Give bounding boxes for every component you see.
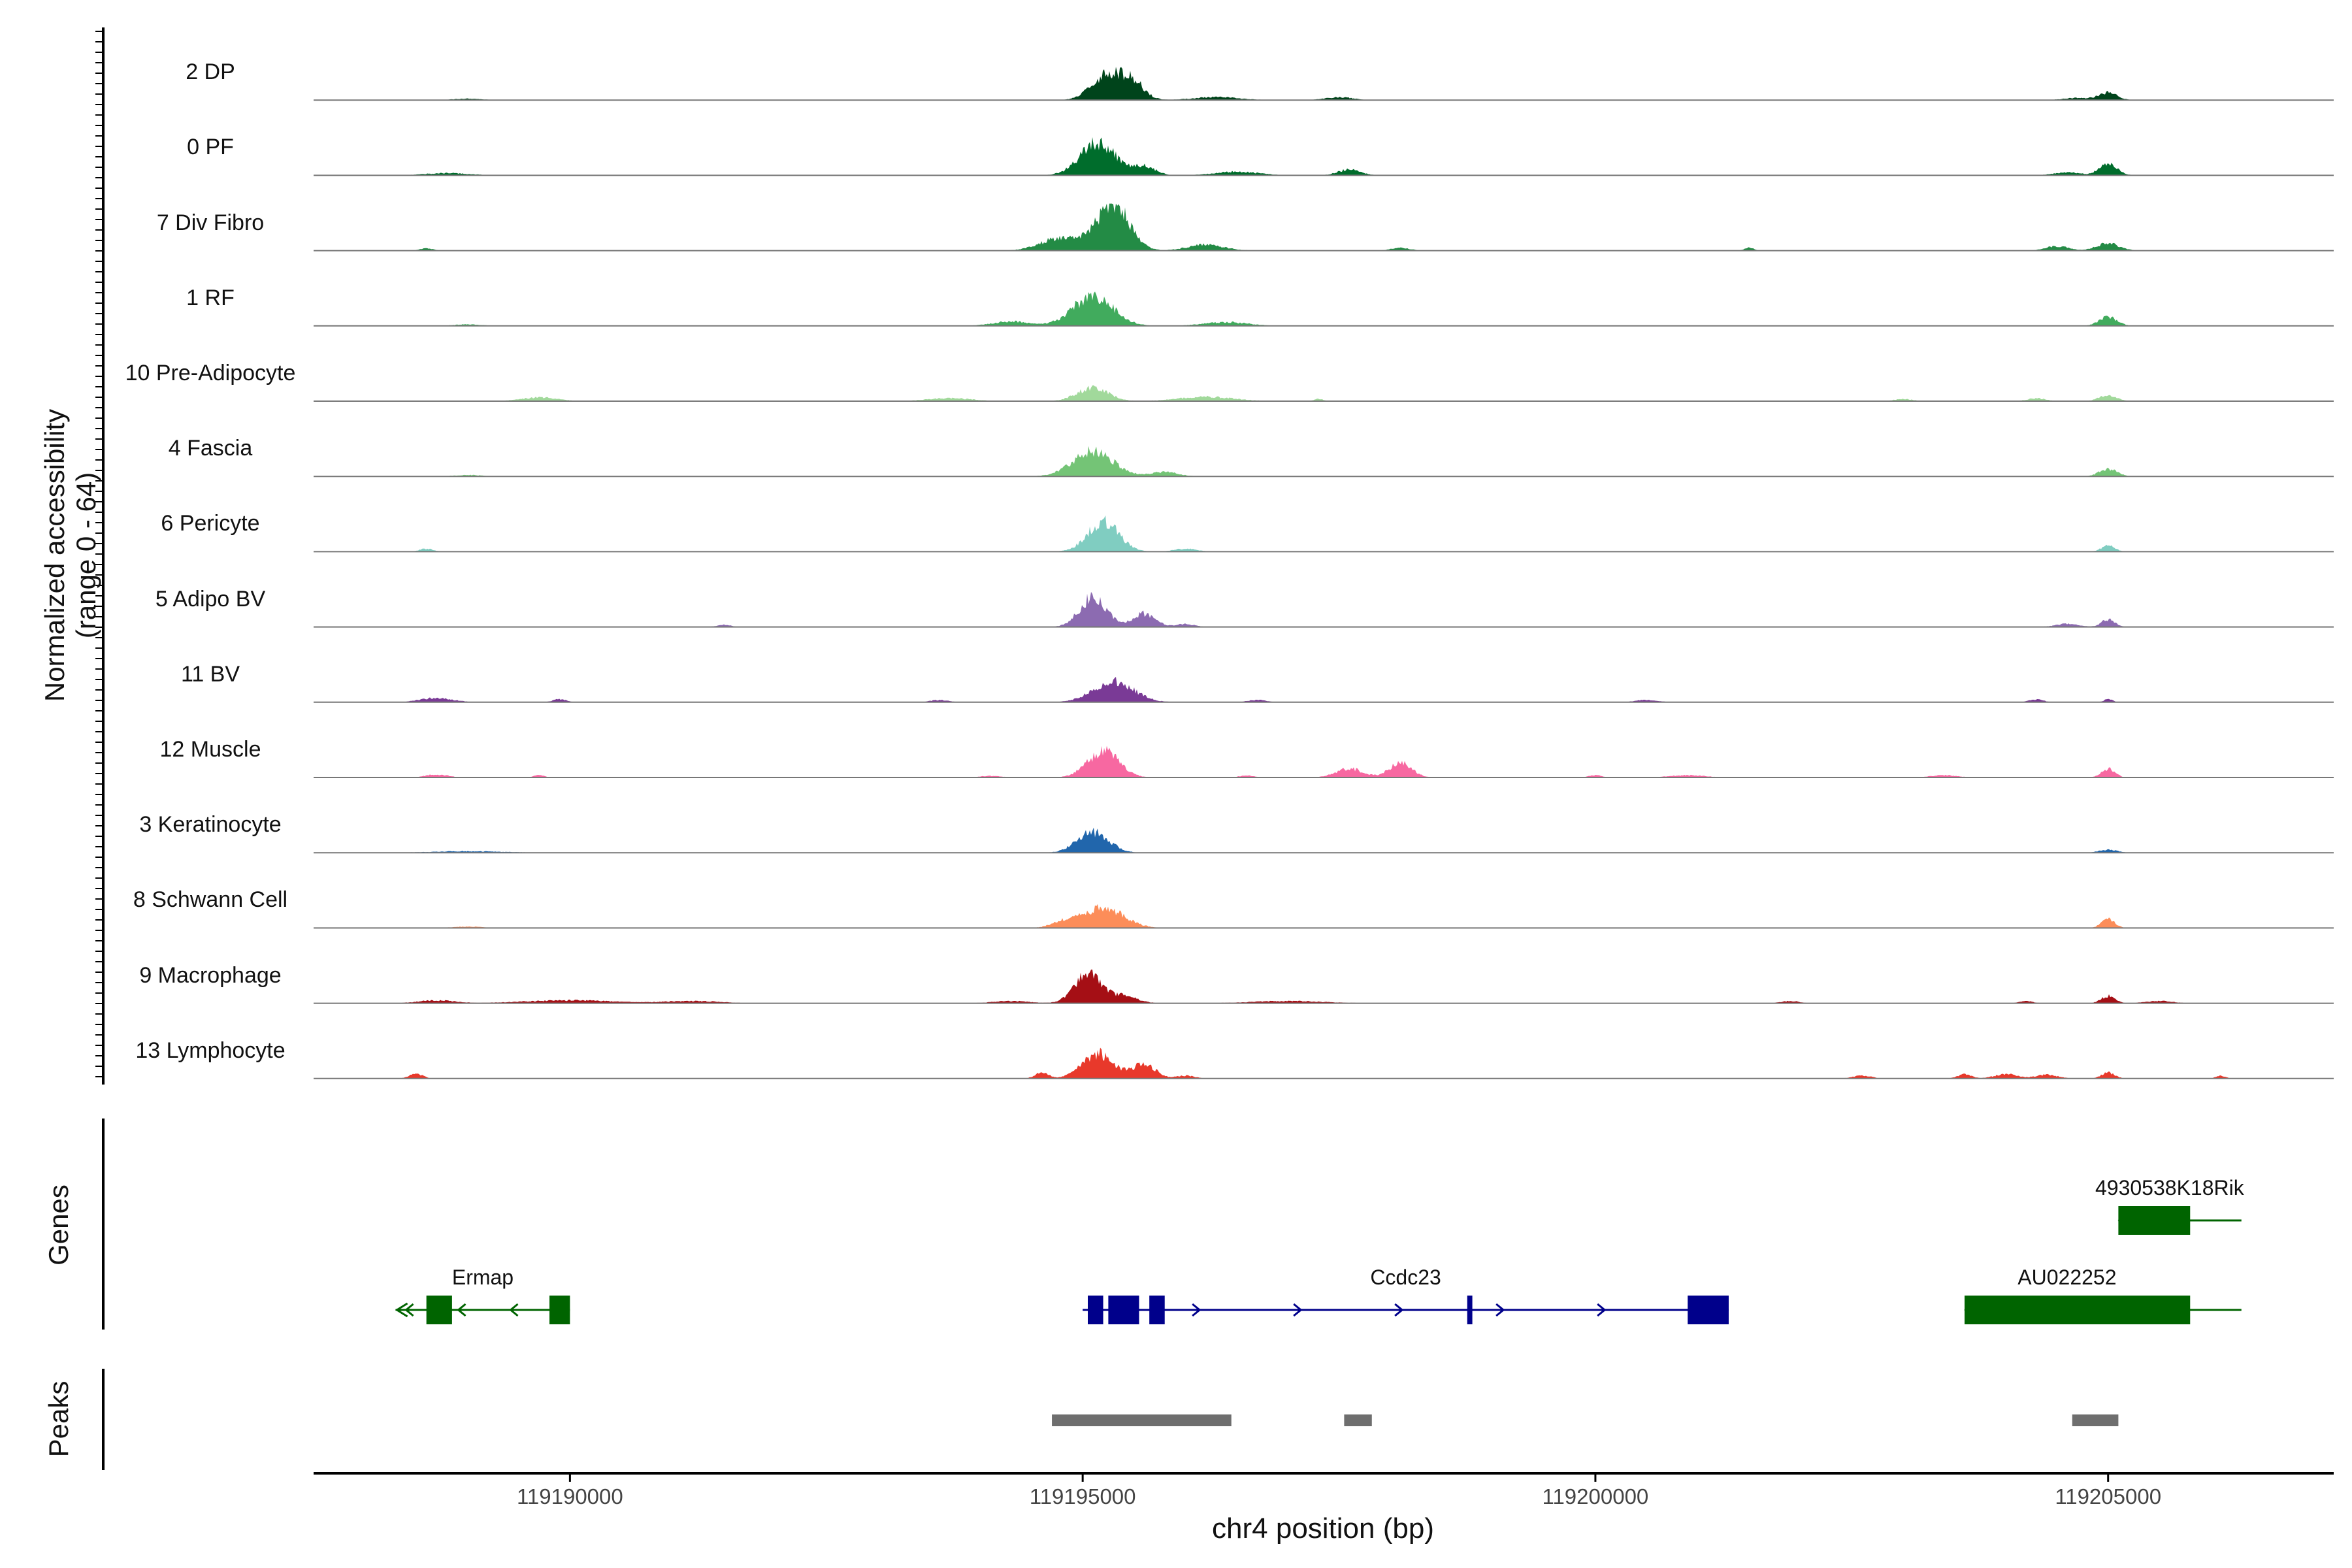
coverage-area — [314, 745, 2334, 777]
coverage-area — [314, 203, 2334, 251]
peak-region — [1052, 1414, 1232, 1426]
gene-exon — [1088, 1296, 1103, 1324]
track-label: 6 Pericyte — [161, 511, 260, 536]
track-label: 5 Adipo BV — [155, 586, 266, 612]
strand-arrow — [1597, 1303, 1607, 1317]
track-5-adipo-bv — [314, 592, 2334, 628]
track-label: 0 PF — [187, 135, 234, 160]
y-axis-title-line2: (range 0 - 64) — [71, 472, 101, 639]
peak-region — [1344, 1414, 1372, 1426]
peaks-panel — [1052, 1414, 2119, 1426]
gene-exon — [549, 1296, 570, 1324]
peaks-panel-label: Peaks — [43, 1380, 74, 1458]
peak-region — [2072, 1414, 2119, 1426]
strand-arrow — [509, 1303, 519, 1317]
y-axis-title-line1: Normalized accessibility — [39, 408, 70, 702]
coverage-area — [314, 677, 2334, 702]
x-tick-label: 119200000 — [1542, 1484, 1649, 1509]
track-label: 10 Pre-Adipocyte — [125, 361, 296, 385]
gene-label: Ccdc23 — [1370, 1266, 1441, 1289]
track-label: 9 Macrophage — [139, 962, 282, 988]
gene-exon — [1964, 1296, 2191, 1324]
track-6-pericyte — [314, 515, 2334, 553]
strand-arrow — [457, 1303, 466, 1317]
x-tick-label: 119190000 — [517, 1484, 623, 1509]
gene-au022252 — [1964, 1296, 2242, 1324]
track-7-div-fibro — [314, 203, 2334, 252]
coverage-area — [314, 1047, 2334, 1079]
gene-exon — [1149, 1296, 1165, 1324]
gene-exon — [426, 1296, 452, 1324]
gene-annotation-panel — [395, 1206, 2242, 1324]
strand-arrow — [1964, 1302, 1977, 1318]
track-0-pf — [314, 137, 2334, 176]
gene-exon — [1467, 1296, 1473, 1324]
track-12-muscle — [314, 745, 2334, 778]
track-2-dp — [314, 67, 2334, 101]
track-3-keratinocyte — [314, 827, 2334, 854]
track-label: 1 RF — [186, 285, 235, 310]
track-10-pre-adipocyte — [314, 385, 2334, 402]
gene-exon — [1688, 1296, 1729, 1324]
track-label: 4 Fascia — [168, 436, 253, 461]
gene-ccdc23 — [1083, 1296, 1729, 1324]
track-label: 12 Muscle — [159, 737, 261, 762]
gene-label: Ermap — [451, 1266, 514, 1289]
strand-arrow — [1192, 1303, 1201, 1317]
genes-panel-label: Genes — [43, 1184, 74, 1266]
coverage-area — [314, 446, 2334, 477]
strand-arrow — [404, 1303, 414, 1317]
track-label: 8 Schwann Cell — [133, 887, 288, 913]
coverage-area — [314, 291, 2334, 326]
track-label: 13 Lymphocyte — [135, 1037, 286, 1063]
strand-arrow — [1293, 1303, 1303, 1317]
track-label: 7 Div Fibro — [156, 210, 265, 235]
strand-arrow — [1394, 1303, 1404, 1317]
coverage-area — [314, 67, 2334, 101]
coverage-area — [314, 904, 2334, 928]
track-13-lymphocyte — [314, 1047, 2334, 1079]
gene-exon — [2118, 1206, 2191, 1235]
strand-arrow — [395, 1302, 408, 1318]
coverage-area — [314, 515, 2334, 552]
gene-ermap — [395, 1296, 570, 1324]
gene-exon — [1108, 1296, 1139, 1324]
x-axis-title: chr4 position (bp) — [1212, 1512, 1434, 1544]
track-1-rf — [314, 291, 2334, 327]
track-9-macrophage — [314, 970, 2334, 1004]
coverage-area — [314, 385, 2334, 401]
coverage-area — [314, 970, 2334, 1004]
coverage-area — [314, 137, 2334, 176]
coverage-area — [314, 592, 2334, 627]
track-11-bv — [314, 677, 2334, 703]
track-4-fascia — [314, 446, 2334, 478]
strand-arrow — [1495, 1303, 1505, 1317]
gene-label: 4930538K18Rik — [2095, 1176, 2244, 1200]
track-8-schwann-cell — [314, 904, 2334, 929]
coverage-tracks — [314, 67, 2334, 1079]
x-tick-label: 119205000 — [2055, 1484, 2162, 1509]
coverage-area — [314, 827, 2334, 853]
y-axis-title: Normalized accessibility (range 0 - 64) — [39, 409, 102, 702]
track-label: 3 Keratinocyte — [139, 812, 282, 838]
y-axis-ruler — [95, 27, 105, 1470]
gene-4930538k18rik — [2117, 1206, 2242, 1235]
track-label: 11 BV — [180, 661, 240, 687]
x-tick-label: 119195000 — [1029, 1484, 1136, 1509]
gene-label: AU022252 — [2017, 1266, 2117, 1289]
strand-arrow — [2117, 1213, 2131, 1228]
track-label: 2 DP — [186, 59, 235, 85]
x-axis — [314, 1472, 2334, 1482]
